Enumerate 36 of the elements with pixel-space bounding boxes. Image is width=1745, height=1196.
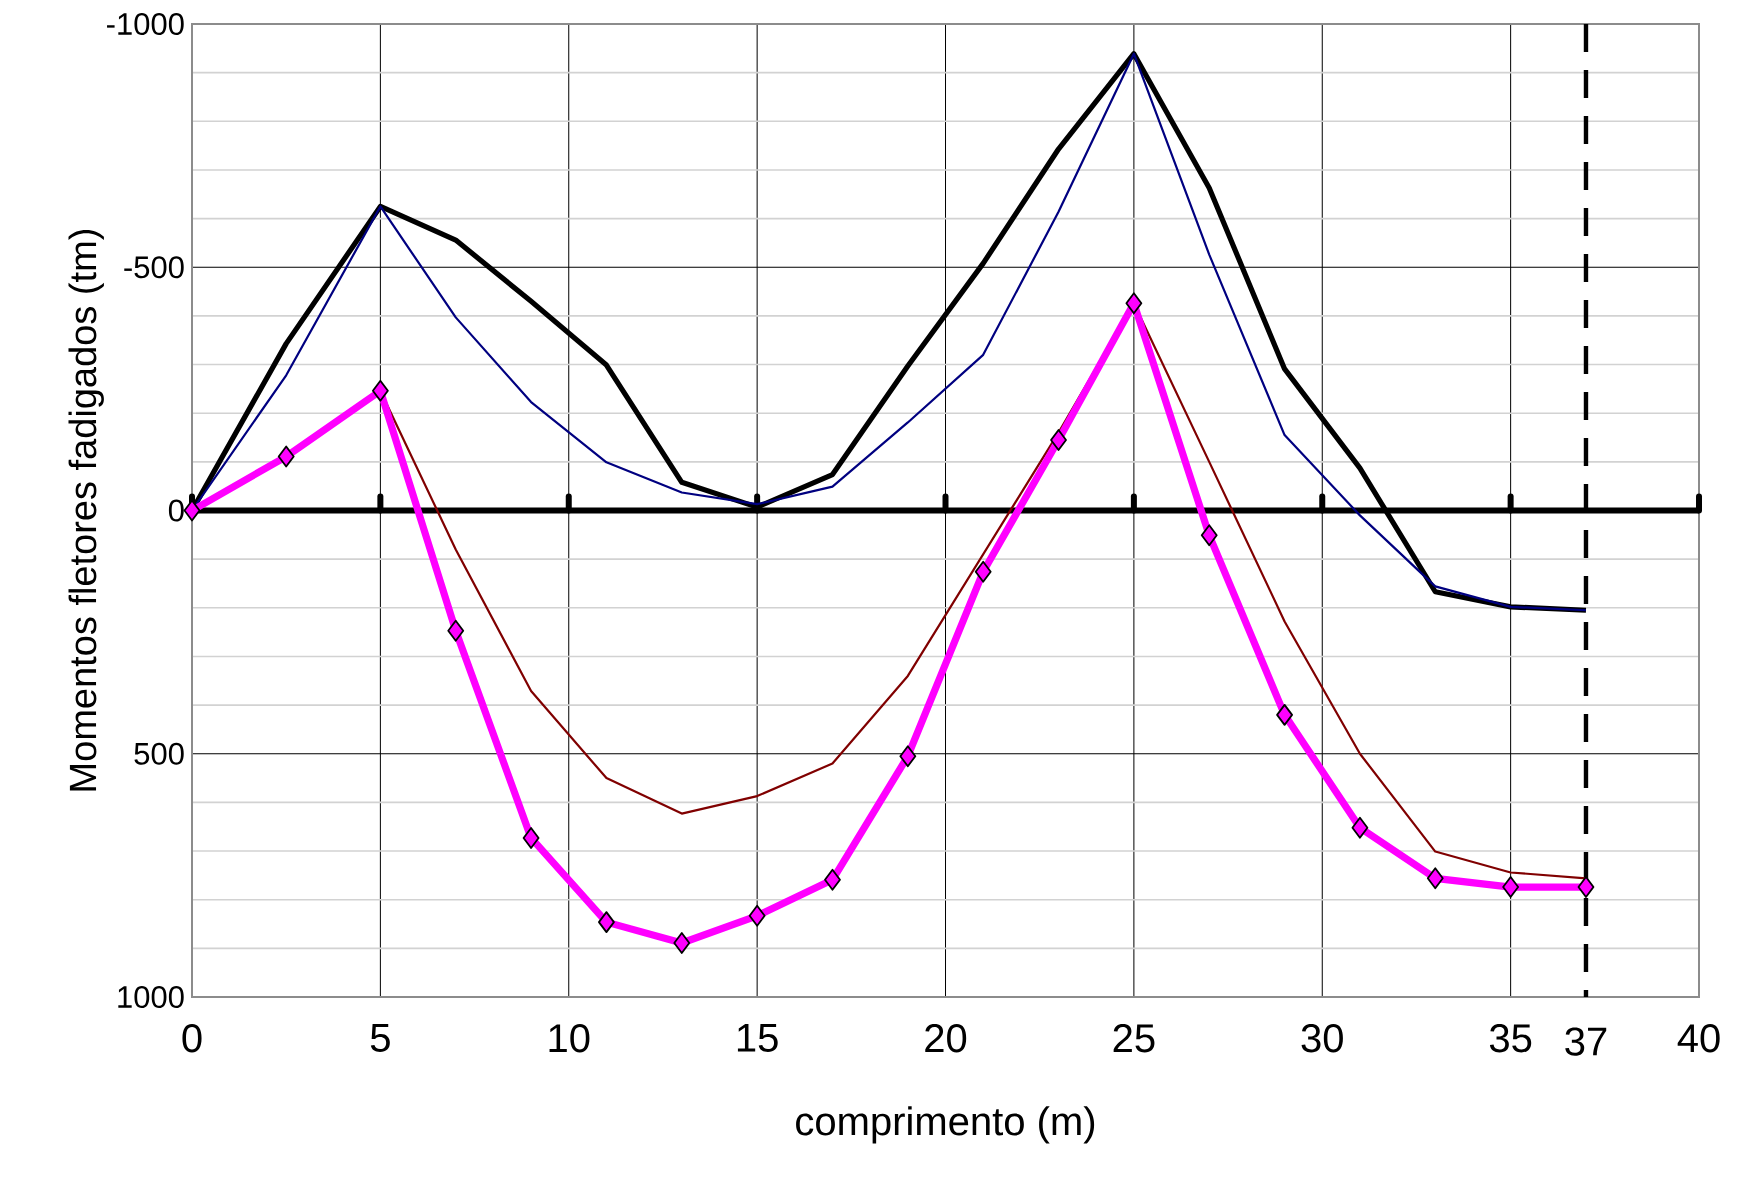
point (1200, 524, 1218, 547)
x-tick-label: 10 (549, 1024, 590, 1053)
point (371, 379, 389, 402)
x-axis-title: comprimento (m) (796, 1106, 1095, 1144)
x-tick-label: 30 (1301, 1024, 1343, 1053)
y-axis-title: Momentos fletores fadigados (tm) (68, 229, 104, 791)
point (899, 745, 917, 768)
x-tick-label: 5 (370, 1024, 390, 1052)
y-tick-label: 1000 (118, 986, 184, 1008)
x-tick-label: 15 (737, 1024, 778, 1052)
y-tick-label: -500 (124, 256, 184, 279)
x-tick-label: 20 (925, 1024, 967, 1053)
y-tick-label: 0 (168, 499, 184, 522)
point (748, 904, 766, 927)
point (598, 911, 615, 933)
point (1276, 703, 1293, 726)
x-tick-label: 35 (1489, 1024, 1532, 1053)
point (447, 619, 465, 642)
ref-line-label: 37 (1565, 1027, 1607, 1056)
point (1050, 429, 1067, 451)
point (1125, 292, 1143, 315)
point (1502, 876, 1520, 898)
point (1351, 816, 1369, 839)
point (824, 868, 841, 891)
y-tick-label: -1000 (107, 13, 184, 35)
point (522, 827, 540, 849)
point (183, 499, 201, 522)
x-tick-label: 0 (182, 1024, 202, 1053)
point (673, 932, 691, 954)
x-tick-label: 40 (1677, 1024, 1720, 1053)
y-tick-label: 500 (134, 742, 184, 765)
point (1577, 876, 1595, 898)
x-tick-label: 25 (1113, 1024, 1155, 1053)
point (974, 560, 992, 583)
point (277, 445, 295, 468)
point (1426, 867, 1444, 890)
